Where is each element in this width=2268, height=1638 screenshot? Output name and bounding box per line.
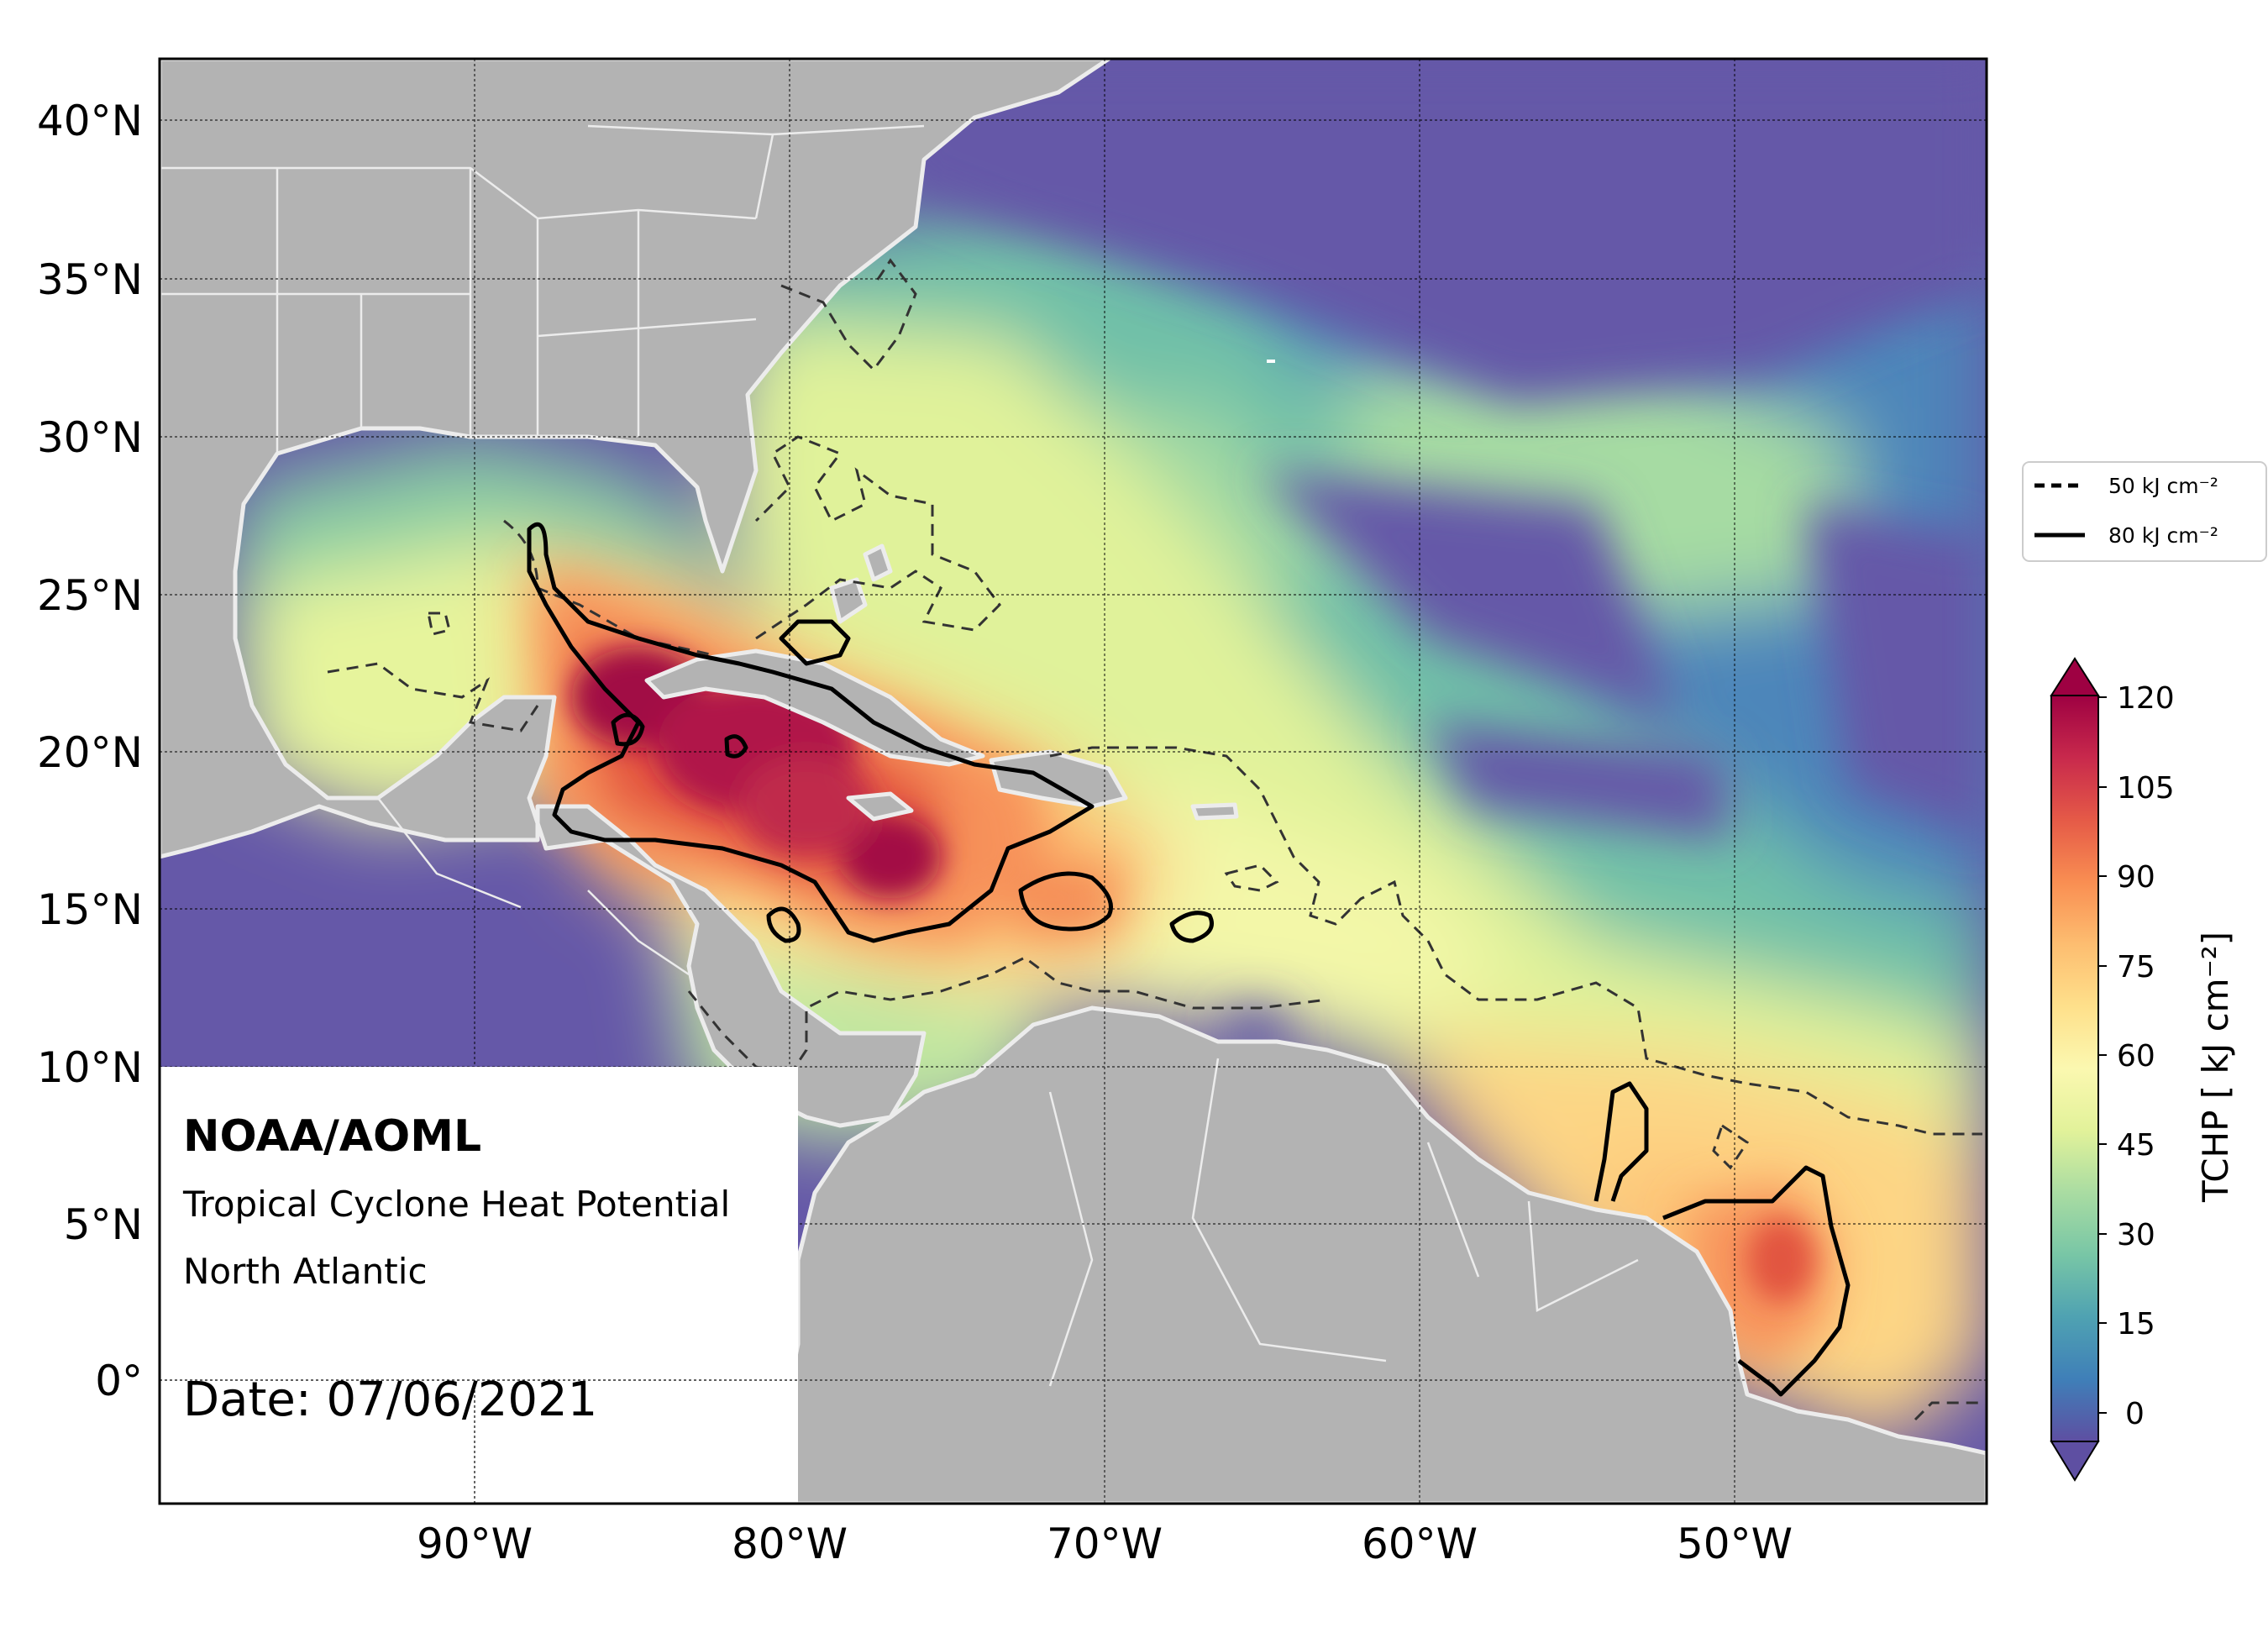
- contour-80-bahamas: [779, 619, 851, 666]
- colorbar-ticks: [2098, 696, 2107, 1414]
- colorbar-bottom-extend: [2050, 1441, 2100, 1482]
- region-title: North Atlantic: [183, 1251, 428, 1292]
- legend-dashed-label: 50 kJ cm⁻²: [2108, 474, 2218, 498]
- colorbar-tick-label: 15: [2117, 1307, 2155, 1341]
- lon-label: 50°W: [1677, 1520, 1793, 1568]
- colorbar-tick-label: 60: [2117, 1039, 2155, 1074]
- lon-label: 60°W: [1362, 1520, 1478, 1568]
- state-borders: [160, 124, 1639, 1387]
- contour-80-lobe-a: [611, 712, 645, 747]
- lat-label: 25°N: [37, 571, 143, 620]
- colorbar-tick-label: 30: [2117, 1218, 2155, 1252]
- cold-ocean-pockets: [882, 59, 1987, 1057]
- colorbar-tick-label: 75: [2117, 950, 2155, 984]
- contour-80-amazon: [1662, 1165, 1851, 1397]
- colorbar-tick-label: 120: [2117, 681, 2175, 716]
- colorbar-tick-label: 90: [2117, 860, 2155, 895]
- colorbar-bar: [2050, 695, 2099, 1442]
- lon-label: 80°W: [732, 1520, 848, 1568]
- north-america: [160, 59, 1111, 1128]
- contour-80-guyana: [1593, 1081, 1649, 1202]
- lon-label: 70°W: [1047, 1520, 1163, 1568]
- legend-solid-label: 80 kJ cm⁻²: [2108, 523, 2218, 548]
- tchp-peak: [571, 647, 1814, 1302]
- latitude-labels: 40°N 35°N 30°N 25°N 20°N 15°N 10°N 5°N 0…: [37, 97, 143, 1405]
- puerto-rico: [1190, 802, 1239, 821]
- bahamas: [829, 543, 893, 624]
- contour-80-lobe-e: [1169, 911, 1214, 943]
- jamaica: [846, 791, 914, 822]
- product-title: Tropical Cyclone Heat Potential: [182, 1184, 730, 1225]
- colorbar: 120 105 90 75 60 45 30 15 0 TCHP [ kJ cm…: [2050, 657, 2236, 1482]
- date-label: Date: 07/06/2021: [183, 1373, 597, 1427]
- annotation-text: NOAA/AOML Tropical Cyclone Heat Potentia…: [182, 1111, 730, 1427]
- lat-label: 40°N: [37, 97, 143, 145]
- mid-atlantic-islet: [1267, 360, 1275, 363]
- lat-label: 30°N: [37, 413, 143, 462]
- contour-80-lobe-c: [766, 906, 801, 943]
- contour-80-solid: [527, 522, 1851, 1397]
- lat-label: 20°N: [37, 728, 143, 777]
- map-frame: [158, 57, 1988, 1505]
- colorbar-tick-label: 45: [2117, 1128, 2155, 1163]
- contour-80-caribbean-core: [527, 522, 1095, 943]
- org-title: NOAA/AOML: [183, 1111, 481, 1162]
- contour-80-lobe-b: [724, 734, 748, 759]
- longitude-labels: 90°W 80°W 70°W 60°W 50°W: [417, 1520, 1793, 1568]
- contour-legend: 50 kJ cm⁻² 80 kJ cm⁻²: [2022, 461, 2267, 562]
- colorbar-top-extend: [2050, 657, 2100, 696]
- lat-label: 5°N: [64, 1200, 143, 1249]
- tchp-field: [160, 59, 1987, 1504]
- annotation-panel: [160, 1067, 798, 1504]
- lat-label: 15°N: [37, 885, 143, 934]
- lon-label: 90°W: [417, 1520, 533, 1568]
- colorbar-title: TCHP [ kJ cm⁻²]: [2195, 932, 2236, 1203]
- lat-label: 35°N: [37, 255, 143, 304]
- lat-label: 10°N: [37, 1043, 143, 1092]
- lat-label: 0°: [95, 1357, 143, 1405]
- contour-80-lobe-d: [1018, 871, 1113, 932]
- colorbar-tick-label: 0: [2125, 1397, 2145, 1431]
- colorbar-tick-label: 105: [2117, 771, 2175, 806]
